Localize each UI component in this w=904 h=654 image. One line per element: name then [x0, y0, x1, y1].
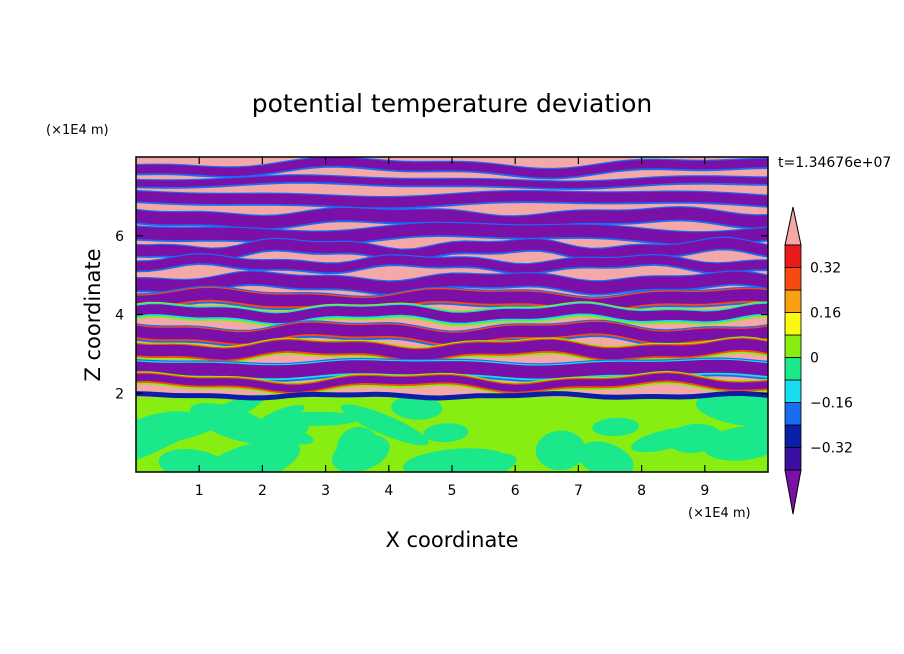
- y-tick-label: 6: [115, 229, 124, 245]
- colorbar-tick-label: 0.16: [810, 306, 841, 322]
- colorbar-tick-label: 0.32: [810, 261, 841, 277]
- x-tick-label: 2: [258, 483, 267, 499]
- field-blob: [391, 395, 443, 420]
- colorbar-swatch: [784, 334, 802, 358]
- time-label: t=1.34676e+07: [778, 155, 891, 171]
- field-blob: [194, 439, 301, 472]
- heatmap-stripes: [136, 157, 768, 472]
- y-tick-label: 2: [115, 386, 124, 402]
- y-unit-label: (×1E4 m): [46, 123, 109, 138]
- field-band: [136, 207, 768, 229]
- field-blob: [695, 392, 768, 428]
- x-axis-ticks: 1 2 3 4 5 6 7 8 9: [195, 157, 709, 499]
- x-tick-label: 3: [321, 483, 330, 499]
- field-band: [136, 338, 768, 361]
- colorbar-swatch: [784, 402, 802, 426]
- field-band: [136, 254, 768, 274]
- field-blob: [136, 411, 199, 458]
- field-blob: [577, 441, 634, 472]
- chart-title: potential temperature deviation: [252, 89, 652, 118]
- colorbar-swatch: [784, 289, 802, 313]
- field-band: [136, 359, 768, 379]
- field-blob: [158, 449, 228, 472]
- field-blob: [189, 403, 278, 445]
- colorbar-swatch: [784, 379, 802, 403]
- x-tick-label: 8: [637, 483, 646, 499]
- y-axis-ticks: 2 4 6: [115, 229, 768, 402]
- x-tick-label: 1: [195, 483, 204, 499]
- colorbar-swatch: [784, 424, 802, 448]
- field-band: [136, 322, 768, 345]
- colorbar-swatch: [784, 312, 802, 336]
- colorbar-extend-high: [784, 206, 802, 246]
- x-tick-label: 6: [511, 483, 520, 499]
- field-blob: [535, 430, 586, 471]
- colorbar-tick-label: −0.16: [810, 396, 853, 412]
- field-blob: [592, 417, 640, 437]
- colorbar-tick-label: −0.32: [810, 441, 853, 457]
- colorbar-swatch: [784, 267, 802, 291]
- field-blob: [709, 425, 768, 454]
- y-axis-label: Z coordinate: [81, 248, 105, 381]
- field-blob: [340, 404, 429, 446]
- colorbar-swatch: [784, 244, 802, 268]
- colorbar-extend-low: [784, 469, 802, 515]
- field-band: [136, 373, 768, 392]
- field-band: [136, 238, 768, 261]
- y-tick-label: 4: [115, 308, 124, 324]
- plot-area: [136, 157, 768, 472]
- x-tick-label: 7: [574, 483, 583, 499]
- field-band: [136, 303, 768, 324]
- x-unit-label: (×1E4 m): [688, 506, 751, 521]
- field-blob: [258, 405, 305, 427]
- colorbar-swatch: [784, 447, 802, 471]
- field-band: [136, 157, 768, 178]
- colorbar: 0.32 0.16 0 −0.16 −0.32: [784, 206, 853, 515]
- field-blob: [631, 427, 701, 453]
- field-blob: [420, 448, 476, 472]
- x-tick-label: 5: [448, 483, 457, 499]
- x-tick-label: 9: [700, 483, 709, 499]
- field-band: [136, 175, 768, 189]
- field-blob: [331, 434, 390, 472]
- field-blob: [456, 453, 517, 472]
- field-blob: [423, 423, 469, 443]
- colorbar-tick-label: 0: [810, 351, 819, 367]
- field-band: [136, 391, 768, 401]
- x-axis-label: X coordinate: [385, 528, 518, 552]
- colorbar-swatch: [784, 357, 802, 381]
- field-band: [136, 271, 768, 294]
- field-band: [136, 191, 768, 208]
- x-tick-label: 4: [384, 483, 393, 499]
